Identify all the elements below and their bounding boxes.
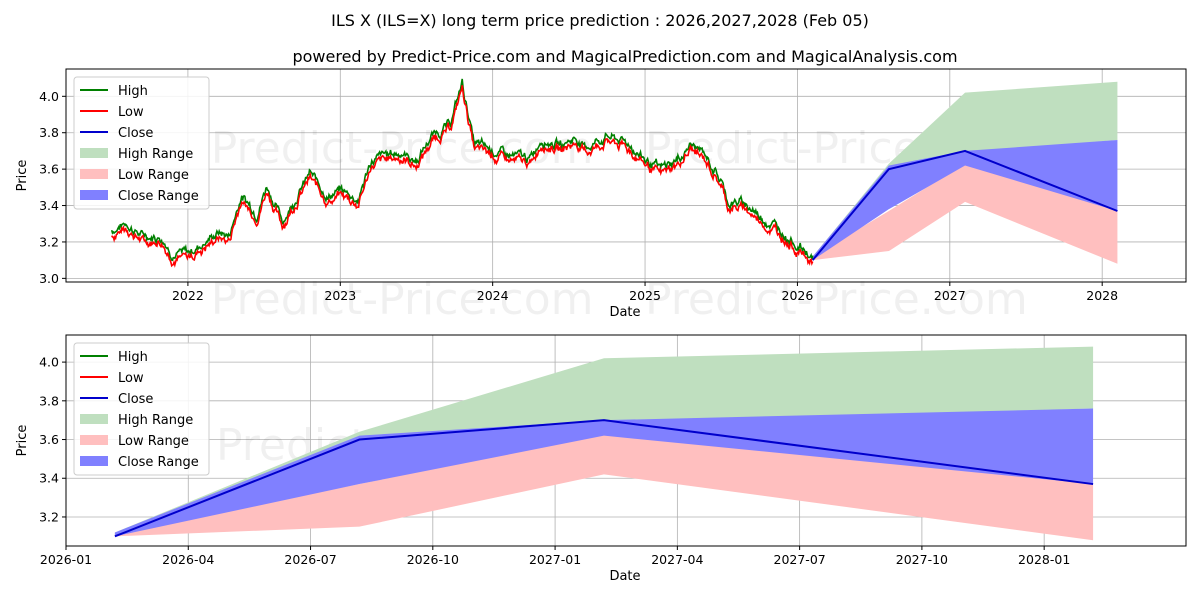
y-tick-label: 4.0 xyxy=(39,355,59,370)
axes-frame xyxy=(65,68,1187,283)
x-tick-label: 2027-10 xyxy=(896,552,948,567)
high-range-band xyxy=(114,346,1094,537)
y-tick-label: 3.8 xyxy=(39,393,59,408)
legend-high-range-swatch xyxy=(80,148,108,158)
legend-close-range-swatch xyxy=(80,456,108,466)
x-tick-label: 2026-07 xyxy=(284,552,336,567)
x-tick-label: 2028-01 xyxy=(1018,552,1070,567)
axes-frame xyxy=(65,334,1187,547)
y-tick-label: 3.6 xyxy=(39,162,59,177)
legend-low-range-swatch xyxy=(80,435,108,445)
legend-low-label: Low xyxy=(118,371,144,386)
x-tick-label: 2026-10 xyxy=(407,552,459,567)
x-tick-label: 2023 xyxy=(324,288,356,303)
legend-low-range-label: Low Range xyxy=(118,434,189,449)
x-tick-label: 2026 xyxy=(782,288,814,303)
legend-close-label: Close xyxy=(118,392,153,407)
y-tick-label: 3.0 xyxy=(39,271,59,286)
x-tick-label: 2028 xyxy=(1086,288,1118,303)
low-series-line xyxy=(111,85,814,268)
chart-subtitle: powered by Predict-Price.com and Magical… xyxy=(292,47,957,66)
x-tick-label: 2026-04 xyxy=(162,552,214,567)
x-tick-label: 2026-01 xyxy=(40,552,92,567)
close-forecast-line xyxy=(811,149,1118,261)
y-tick-label: 3.8 xyxy=(39,125,59,140)
high-range-band xyxy=(812,81,1118,261)
y-tick-label: 3.4 xyxy=(39,471,59,486)
x-tick-label: 2022 xyxy=(172,288,204,303)
legend-low-range-swatch xyxy=(80,169,108,179)
y-tick-label: 3.2 xyxy=(39,234,59,249)
chart-title: ILS X (ILS=X) long term price prediction… xyxy=(331,11,869,30)
low-range-band xyxy=(114,433,1094,541)
legend-close-label: Close xyxy=(118,126,153,141)
x-tick-label: 2024 xyxy=(477,288,509,303)
x-axis-label: Date xyxy=(609,305,640,320)
x-tick-label: 2027-01 xyxy=(529,552,581,567)
x-tick-label: 2027-07 xyxy=(774,552,826,567)
y-tick-label: 3.6 xyxy=(39,432,59,447)
y-axis-label: Price xyxy=(15,160,30,192)
x-tick-label: 2027 xyxy=(934,288,966,303)
high-series-line xyxy=(110,78,814,262)
y-tick-label: 3.4 xyxy=(39,198,59,213)
legend-close-range-label: Close Range xyxy=(118,455,199,470)
legend-high-range-swatch xyxy=(80,414,108,424)
legend-close-range-swatch xyxy=(80,190,108,200)
legend-high-range-label: High Range xyxy=(118,413,193,428)
legend-low-label: Low xyxy=(118,105,144,120)
y-axis-label: Price xyxy=(15,425,30,457)
legend-high-label: High xyxy=(118,350,148,365)
y-tick-label: 3.2 xyxy=(39,509,59,524)
legend-high-range-label: High Range xyxy=(118,147,193,162)
close-forecast-line xyxy=(114,419,1094,538)
watermark: Predict-Price.com xyxy=(211,123,594,174)
legend-low-range-label: Low Range xyxy=(118,168,189,183)
y-tick-label: 4.0 xyxy=(39,89,59,104)
legend-close-range-label: Close Range xyxy=(118,189,199,204)
x-tick-label: 2027-04 xyxy=(651,552,703,567)
x-axis-label: Date xyxy=(609,569,640,584)
low-range-band xyxy=(812,163,1118,264)
x-tick-label: 2025 xyxy=(629,288,661,303)
legend-high-label: High xyxy=(118,84,148,99)
